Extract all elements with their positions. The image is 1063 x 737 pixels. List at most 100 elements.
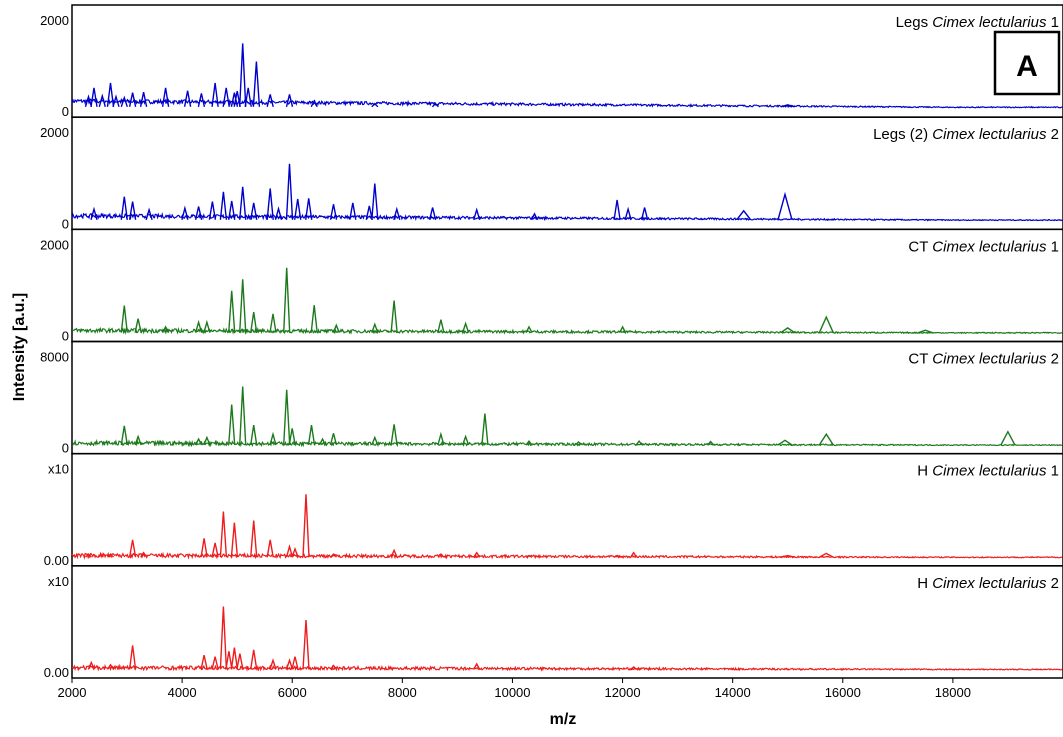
spectrum-peak: [228, 290, 236, 333]
y-tick-bottom: 0.00: [44, 665, 69, 680]
spectrum-peak: [233, 90, 241, 107]
spectrum-peak: [269, 313, 277, 333]
spectrum-peak: [461, 321, 470, 333]
spectrum-peak: [211, 656, 219, 670]
panel-label-suffix: 2: [1046, 575, 1059, 592]
spectrum-peak: [431, 102, 439, 108]
y-axis-title: Intensity [a.u.]: [11, 293, 28, 401]
spectrum-peak: [236, 653, 244, 670]
spectrum-peak: [250, 520, 258, 558]
x-tick-label: 14000: [715, 685, 751, 700]
spectrum-peak: [200, 538, 208, 558]
spectrum-peak: [120, 425, 128, 446]
spectrum-peak: [266, 539, 274, 558]
panel-label-suffix: 1: [1046, 238, 1059, 255]
spectrum-panel: 8000 0 CT Cimex lectularius 2: [40, 340, 1063, 456]
spectrum-peak: [222, 87, 230, 107]
spectrum-peak: [203, 319, 211, 333]
spectrum-peak: [291, 656, 299, 670]
spectrum-peak: [228, 404, 236, 446]
spectrum-peak: [310, 305, 318, 333]
spectrum-peak: [365, 205, 373, 220]
panel-label-prefix: CT: [908, 238, 932, 255]
spectrum-peak: [283, 267, 291, 333]
panel-label-species: Cimex lectularius: [932, 238, 1047, 255]
spectrum-peak: [120, 305, 128, 333]
y-tick-top: x10: [48, 462, 69, 477]
spectrum-peak: [473, 662, 481, 670]
spectrum-peak: [84, 94, 93, 107]
spectrum-peak: [329, 553, 338, 558]
panel-label-prefix: CT: [908, 351, 932, 368]
spectrum-peak: [329, 204, 338, 220]
spectrum-peak: [106, 553, 115, 558]
spectrum-peak: [329, 664, 338, 670]
spectrum-peak: [239, 186, 247, 220]
spectrum-peak: [98, 93, 106, 107]
spectrum-peak: [269, 658, 277, 670]
spectrum-peak: [437, 431, 445, 446]
spectrum-peak: [285, 658, 294, 670]
spectrum-peak: [219, 511, 228, 558]
spectrum-peak: [128, 92, 137, 107]
panel-label-species: Cimex lectularius: [932, 14, 1047, 31]
panel-label: H Cimex lectularius 1: [917, 463, 1059, 480]
panel-label: H Cimex lectularius 2: [917, 575, 1059, 592]
spectrum-peak: [211, 82, 219, 107]
spectrum-peak: [818, 432, 834, 446]
x-axis: 2000 4000 6000 8000 10000 12000 14000 16000 1800…: [58, 678, 971, 700]
spectrum-peak: [219, 191, 228, 220]
spectrum-peak: [1000, 430, 1016, 446]
y-tick-top: 2000: [40, 13, 69, 28]
spectrum-peak: [371, 435, 379, 446]
x-tick-label: 10000: [494, 685, 530, 700]
y-tick-bottom: 0: [62, 104, 69, 119]
spectrum-peak: [274, 206, 283, 220]
spectrum-peak: [120, 196, 128, 220]
spectrum-peak: [635, 439, 643, 446]
spectrum-peak: [120, 95, 128, 108]
spectrum-panel: 2000 0 Legs (2) Cimex lectularius 2: [40, 116, 1063, 231]
spectrum-peak: [285, 94, 294, 107]
spectrum-peak: [630, 666, 638, 670]
panel-label: CT Cimex lectularius 2: [908, 351, 1059, 368]
spectrum-peak: [112, 94, 120, 107]
panel-label: Legs Cimex lectularius 1: [896, 14, 1059, 31]
spectrum-peak: [128, 201, 137, 220]
spectrum-peak: [288, 428, 296, 446]
spectrum-peak: [252, 61, 261, 107]
spectrum-peak: [194, 206, 203, 220]
spectrum-peak: [818, 552, 834, 558]
spectrum-peak: [780, 554, 795, 558]
x-axis-title: m/z: [550, 711, 577, 728]
panel-label-suffix: 1: [1046, 463, 1059, 480]
panel-label: Legs (2) Cimex lectularius 2: [873, 126, 1059, 143]
y-tick-bottom: 0.00: [44, 553, 69, 568]
spectrum-peak: [230, 522, 239, 558]
x-tick-label: 2000: [58, 685, 87, 700]
x-tick-label: 8000: [388, 685, 417, 700]
spectrum-peak: [371, 102, 379, 108]
spectrum-peak: [181, 205, 189, 220]
panel-label-prefix: Legs: [896, 14, 933, 31]
spectrum-peak: [918, 329, 933, 334]
spectrum-peak: [371, 322, 379, 333]
spectrum-panel: 2000 0 CT Cimex lectularius 1: [40, 228, 1063, 344]
spectrum-peak: [106, 663, 115, 670]
spectrum-peak: [473, 551, 481, 558]
spectrum-peak: [203, 435, 211, 446]
spectrum-peak: [250, 202, 258, 220]
spectrum-peak: [437, 319, 445, 333]
spectrum-peak: [230, 647, 239, 670]
spectrum-peak: [630, 551, 638, 558]
spectrum-peak: [194, 319, 203, 333]
spectrum-peak: [437, 553, 445, 558]
spectrum-peak: [134, 434, 142, 446]
spectrum-peak: [128, 539, 137, 558]
panel-label-suffix: 2: [1046, 126, 1059, 143]
spectrum-peak: [134, 318, 142, 333]
spectrum-peak: [575, 441, 582, 446]
spectrum-peak: [390, 300, 398, 333]
spectrum-peak: [302, 619, 310, 670]
